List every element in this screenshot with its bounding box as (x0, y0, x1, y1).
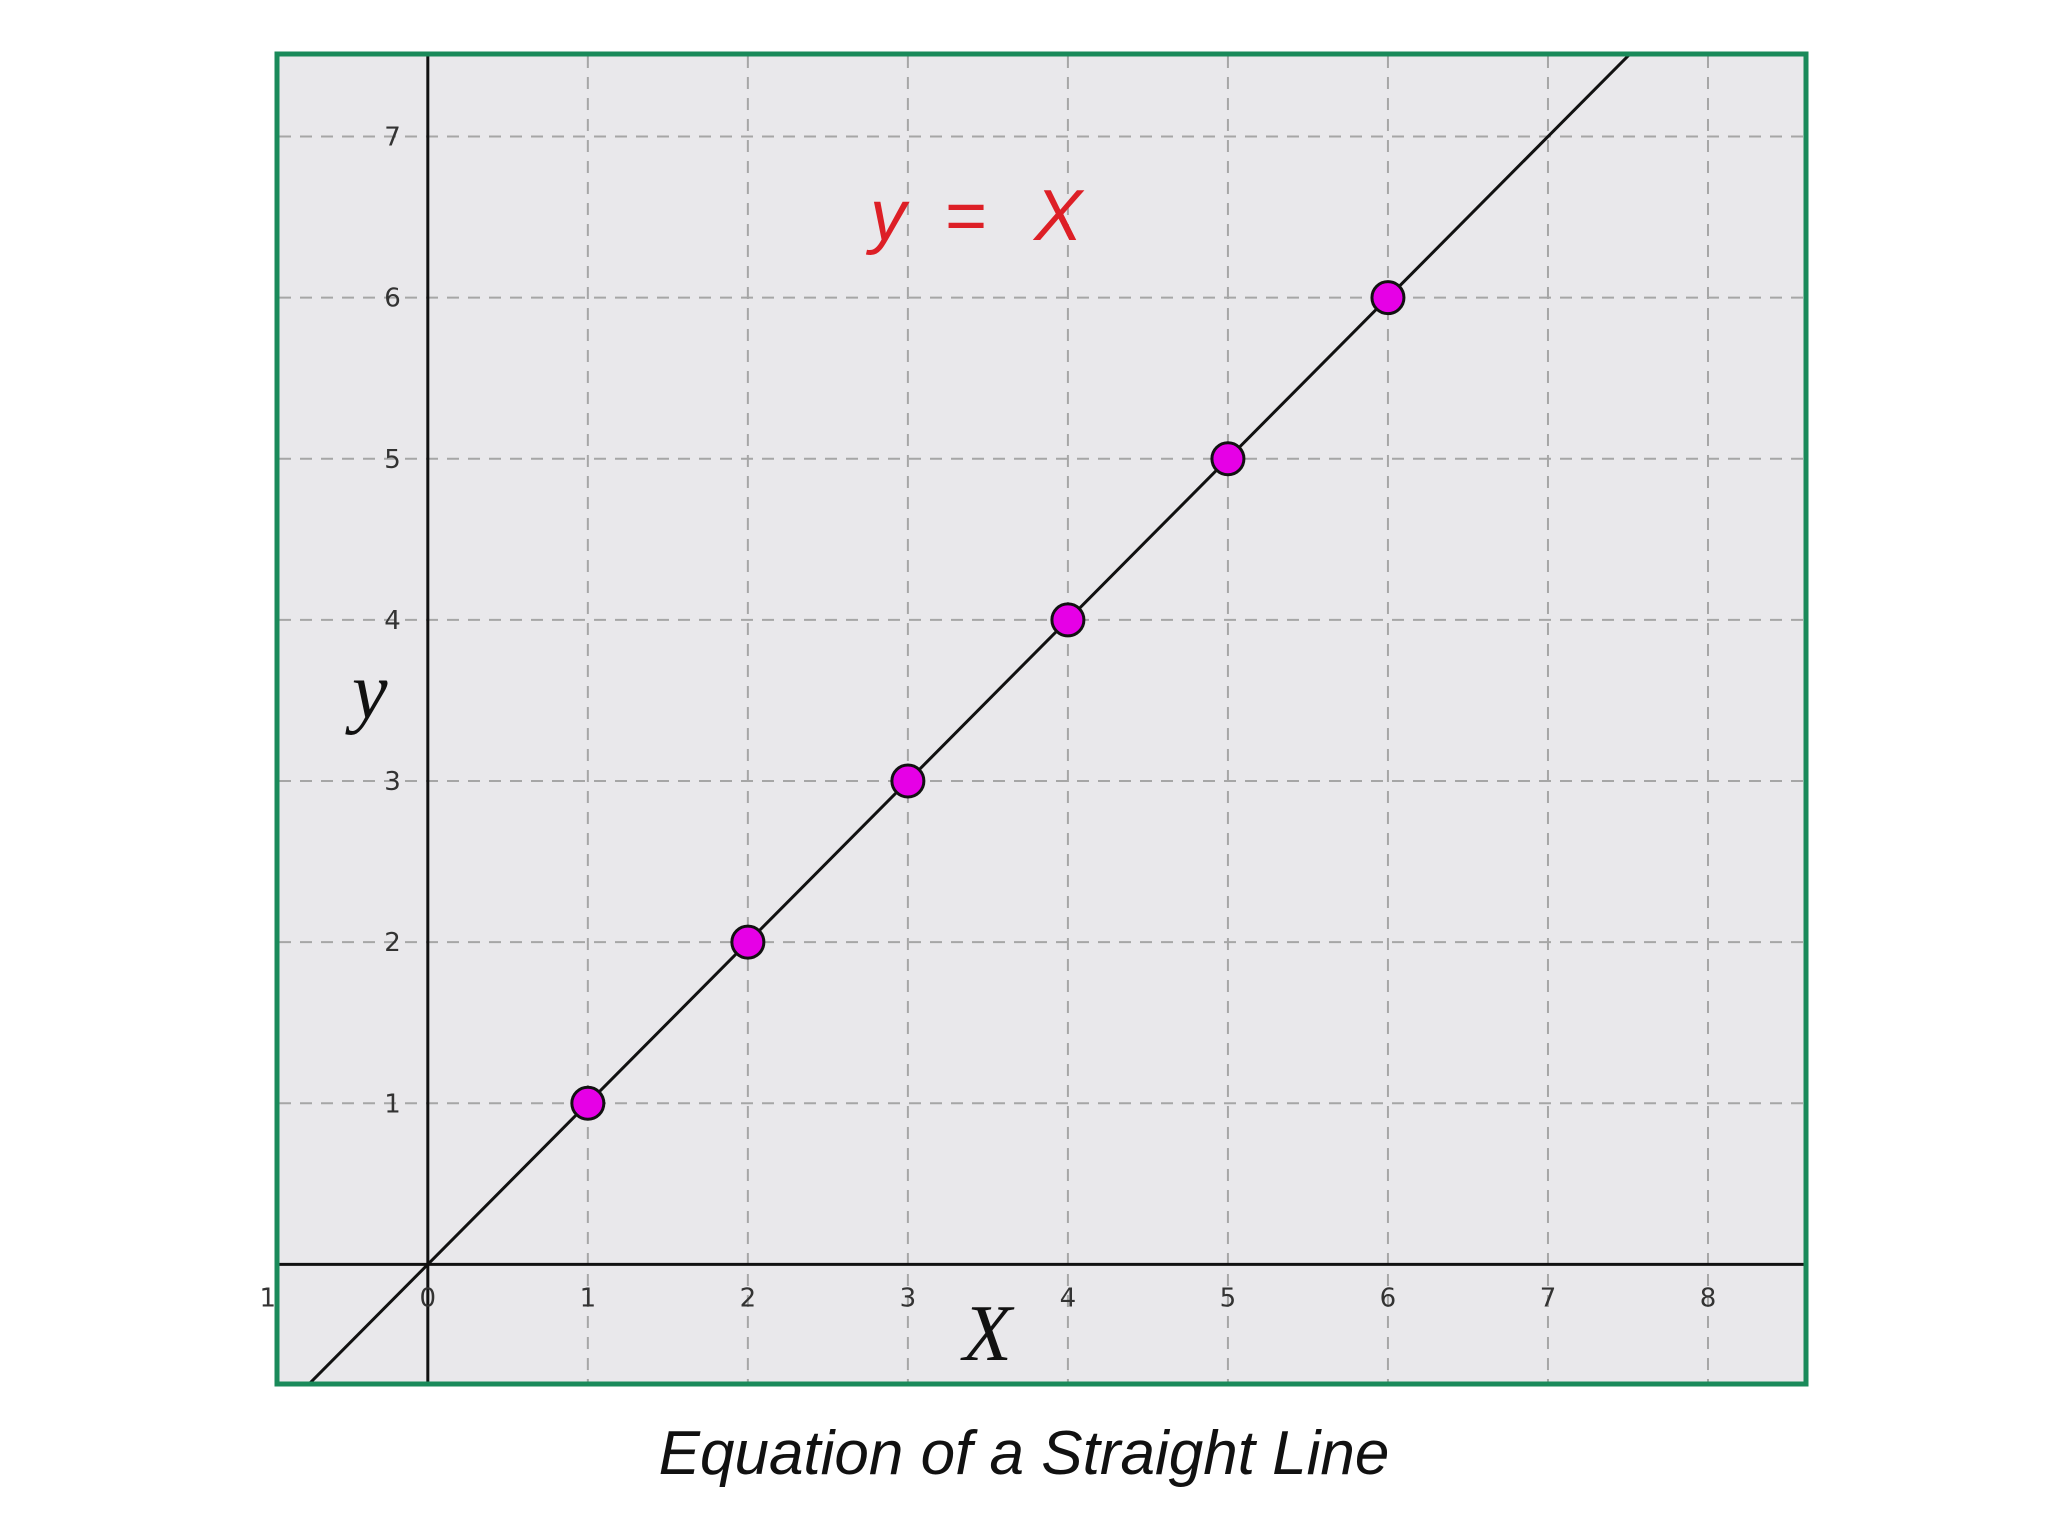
x-tick-label: 1 (260, 1283, 277, 1313)
x-tick-label: 8 (1700, 1283, 1717, 1313)
plot-frame (274, 51, 1809, 1387)
y-tick-label: 6 (384, 284, 401, 314)
axes (279, 56, 1804, 1382)
data-point (890, 763, 926, 799)
line-y-equals-x (308, 56, 1631, 1382)
data-point (1050, 602, 1086, 638)
equation-label: y = X (865, 176, 1085, 256)
equation-sign: = (944, 176, 986, 256)
data-point (730, 924, 766, 960)
y-axis-title: y (345, 648, 388, 736)
x-tick-label: 7 (1540, 1283, 1557, 1313)
y-tick-label: 2 (384, 928, 401, 958)
x-tick-label: 2 (740, 1283, 757, 1313)
data-points (570, 280, 1406, 1121)
x-axis-title: X (960, 1290, 1015, 1378)
y-tick-label: 7 (384, 123, 401, 153)
data-point (570, 1085, 606, 1121)
grid (279, 56, 1804, 1382)
equation-rhs: X (1032, 176, 1085, 256)
y-tick-label: 5 (384, 445, 401, 475)
equation-lhs: y (865, 176, 910, 256)
y-tick-label: 1 (384, 1089, 401, 1119)
data-point (1210, 441, 1246, 477)
y-tick-label: 4 (384, 606, 401, 636)
x-tick-label: 5 (1220, 1283, 1237, 1313)
function-line (308, 56, 1631, 1382)
data-point (1370, 280, 1406, 316)
x-tick-label: 0 (420, 1283, 437, 1313)
plot-background (279, 56, 1804, 1382)
x-tick-label: 6 (1380, 1283, 1397, 1313)
x-tick-label: 1 (580, 1283, 597, 1313)
figure-caption: Equation of a Straight Line (658, 1419, 1390, 1488)
tick-labels: 1 0 1 2 3 4 5 6 7 8 1 2 3 4 5 6 7 (260, 123, 1717, 1314)
x-tick-label: 4 (1060, 1283, 1077, 1313)
x-tick-label: 3 (900, 1283, 917, 1313)
y-tick-label: 3 (384, 767, 401, 797)
